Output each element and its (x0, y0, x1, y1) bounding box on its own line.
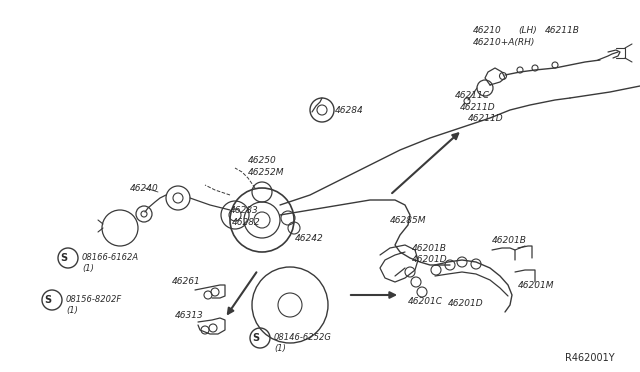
Text: 46201D: 46201D (412, 256, 447, 264)
Text: 46261: 46261 (172, 278, 201, 286)
Text: 46282: 46282 (232, 218, 260, 227)
Text: 46211C: 46211C (455, 90, 490, 99)
Text: 46211D: 46211D (460, 103, 495, 112)
Text: 46201M: 46201M (518, 280, 554, 289)
Text: 46211B: 46211B (545, 26, 580, 35)
Text: S: S (44, 295, 52, 305)
Text: 46210: 46210 (473, 26, 502, 35)
Text: 46240: 46240 (130, 183, 159, 192)
Text: 46285M: 46285M (390, 215, 426, 224)
Text: 46250: 46250 (248, 155, 276, 164)
Text: 08156-8202F: 08156-8202F (66, 295, 122, 304)
Text: 46211D: 46211D (468, 113, 504, 122)
Text: 08146-6252G: 08146-6252G (274, 333, 332, 341)
Text: 46252M: 46252M (248, 167, 285, 176)
Text: 46284: 46284 (335, 106, 364, 115)
Text: 46210+A(RH): 46210+A(RH) (473, 38, 536, 46)
Text: (1): (1) (82, 263, 94, 273)
Text: 46201B: 46201B (412, 244, 447, 253)
Text: 46242: 46242 (295, 234, 324, 243)
Text: S: S (252, 333, 260, 343)
Text: 08166-6162A: 08166-6162A (82, 253, 139, 262)
Text: R462001Y: R462001Y (565, 353, 614, 363)
Text: 46201C: 46201C (408, 298, 443, 307)
Text: (1): (1) (66, 305, 78, 314)
Text: (LH): (LH) (518, 26, 537, 35)
Text: S: S (60, 253, 68, 263)
Text: 46283: 46283 (230, 205, 259, 215)
Text: (1): (1) (274, 343, 286, 353)
Text: 46313: 46313 (175, 311, 204, 320)
Text: 46201D: 46201D (448, 298, 484, 308)
Text: 46201B: 46201B (492, 235, 527, 244)
